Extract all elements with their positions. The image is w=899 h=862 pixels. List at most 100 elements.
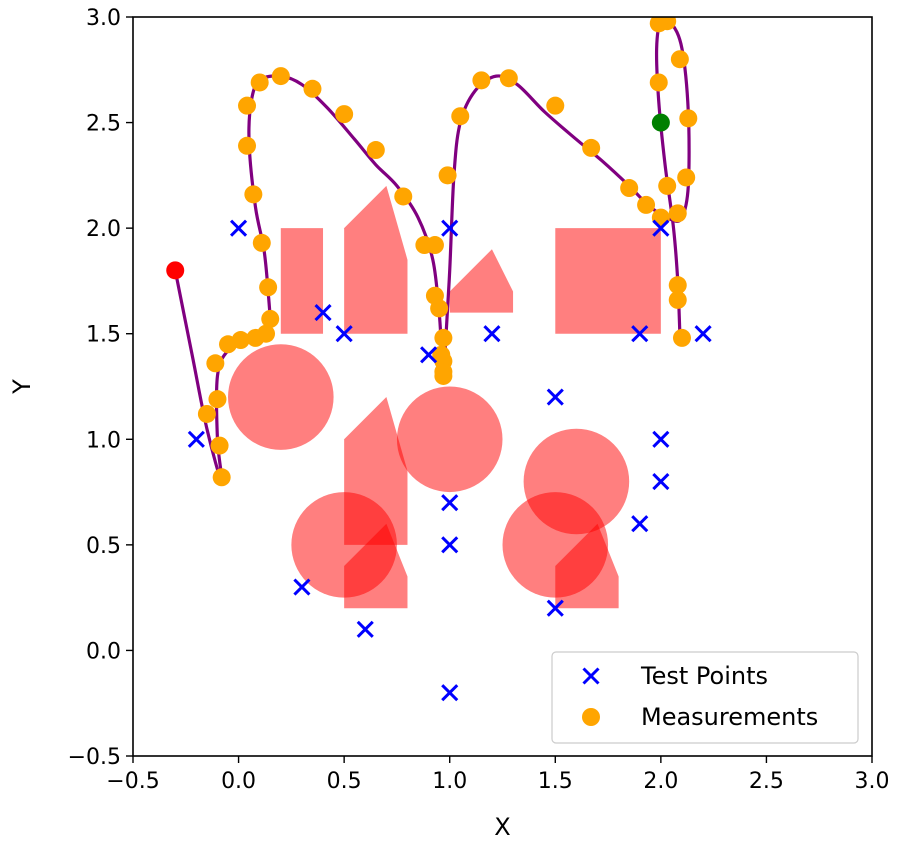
- measurement-point-39: [668, 204, 687, 223]
- test-point-12-stroke-b: [652, 472, 670, 491]
- x-tick-label-2: 0.5: [327, 769, 362, 794]
- measurement-point-36: [620, 179, 639, 198]
- y-tick-label-0: −0.5: [68, 745, 121, 770]
- test-point-3: [314, 304, 332, 322]
- test-point-8-stroke-b: [694, 325, 712, 343]
- test-point-14-stroke-b: [631, 515, 649, 533]
- test-point-8: [694, 325, 712, 343]
- obstacles-layer: [228, 185, 661, 609]
- measurement-point-25: [434, 328, 453, 347]
- test-point-16: [293, 578, 311, 596]
- test-point-13: [441, 494, 459, 512]
- x-axis-label: X: [494, 813, 510, 841]
- plot-area: [166, 17, 712, 702]
- measurement-point-12: [244, 185, 263, 204]
- measurement-point-9: [261, 309, 280, 328]
- test-point-9-stroke-b: [546, 388, 564, 406]
- obstacle-polygon-10: [344, 523, 408, 609]
- y-tick-label-6: 2.5: [86, 112, 121, 137]
- measurement-point-13: [238, 136, 257, 155]
- measurements-layer: [197, 17, 698, 487]
- obstacle-polygon-11: [555, 523, 619, 609]
- measurement-point-3: [197, 404, 216, 423]
- test-points-layer: [187, 219, 712, 702]
- measurement-point-31: [451, 107, 470, 126]
- legend: Test Points Measurements: [551, 651, 859, 744]
- test-point-9: [546, 388, 564, 406]
- measurement-point-29: [432, 345, 451, 364]
- obstacle-polygon-6: [344, 185, 408, 334]
- measurement-point-22: [425, 236, 444, 255]
- legend-box: [551, 651, 859, 744]
- measurement-point-47: [668, 276, 687, 295]
- test-point-18-stroke-b: [356, 620, 374, 638]
- y-tick-label-1: 0.0: [86, 639, 121, 664]
- x-tick-label-7: 3.0: [855, 769, 890, 794]
- test-point-10: [187, 430, 205, 448]
- x-tick-label-5: 2.0: [643, 769, 678, 794]
- measurement-point-15: [250, 73, 269, 92]
- legend-test-points-cross-stroke-b: [582, 667, 600, 685]
- measurement-point-41: [679, 109, 698, 128]
- test-point-1-stroke-b: [441, 219, 459, 237]
- test-point-12: [652, 472, 670, 491]
- measurement-point-44: [649, 17, 668, 33]
- test-point-18: [356, 620, 374, 638]
- axes-frame: [132, 16, 873, 757]
- test-point-0-stroke-b: [230, 219, 248, 237]
- measurement-point-4: [206, 354, 225, 373]
- test-point-4-stroke-b: [335, 325, 353, 343]
- measurement-point-2: [208, 390, 227, 409]
- measurement-point-37: [637, 195, 656, 214]
- measurement-point-45: [649, 73, 668, 92]
- measurement-point-28: [434, 366, 453, 385]
- start-point: [166, 261, 185, 280]
- measurement-point-8: [257, 324, 276, 343]
- legend-measurements-label: Measurements: [641, 703, 818, 731]
- measurement-point-6: [231, 331, 250, 350]
- test-point-16-stroke-b: [293, 578, 311, 596]
- measurement-point-19: [366, 141, 385, 160]
- measurement-point-40: [677, 168, 696, 187]
- measurement-point-16: [271, 67, 290, 86]
- test-point-4: [335, 325, 353, 343]
- endpoints-layer: [166, 113, 670, 280]
- y-tick-label-3: 1.0: [86, 428, 121, 453]
- test-point-14: [631, 515, 649, 533]
- legend-test-points-icon: [582, 667, 600, 685]
- goal-point: [651, 113, 670, 132]
- y-tick-label-2: 0.5: [86, 534, 121, 559]
- test-point-15: [441, 536, 459, 554]
- x-tick-label-1: 0.0: [221, 769, 256, 794]
- y-axis-label: Y: [8, 379, 36, 395]
- measurement-point-48: [668, 290, 687, 309]
- obstacle-circle-1: [396, 386, 503, 493]
- obstacle-polygon-8: [555, 228, 661, 334]
- x-tick-label-6: 2.5: [749, 769, 784, 794]
- measurement-point-32: [472, 71, 491, 90]
- test-point-2-stroke-b: [652, 219, 670, 237]
- test-point-5: [420, 346, 438, 364]
- x-tick-label-4: 1.5: [538, 769, 573, 794]
- measurement-point-49: [672, 328, 691, 347]
- measurement-point-24: [430, 299, 449, 318]
- test-point-1: [441, 219, 459, 237]
- test-point-17: [546, 599, 564, 617]
- test-point-5-stroke-b: [420, 346, 438, 364]
- obstacle-polygon-7: [449, 249, 514, 313]
- measurement-point-18: [335, 105, 354, 124]
- test-point-7: [631, 325, 649, 343]
- measurement-point-34: [546, 96, 565, 115]
- y-tick-label-4: 1.5: [86, 323, 121, 348]
- test-point-7-stroke-b: [631, 325, 649, 343]
- y-tick-label-7: 3.0: [86, 6, 121, 31]
- x-tick-label-3: 1.0: [432, 769, 467, 794]
- obstacle-circle-0: [228, 344, 334, 450]
- legend-measurements-icon: [582, 708, 600, 726]
- measurement-point-17: [303, 79, 322, 98]
- obstacle-polygon-5: [280, 228, 324, 334]
- test-point-0: [230, 219, 248, 237]
- test-point-11-stroke-b: [652, 430, 670, 448]
- y-tick-label-5: 2.0: [86, 217, 121, 242]
- test-point-19-stroke-b: [441, 684, 459, 702]
